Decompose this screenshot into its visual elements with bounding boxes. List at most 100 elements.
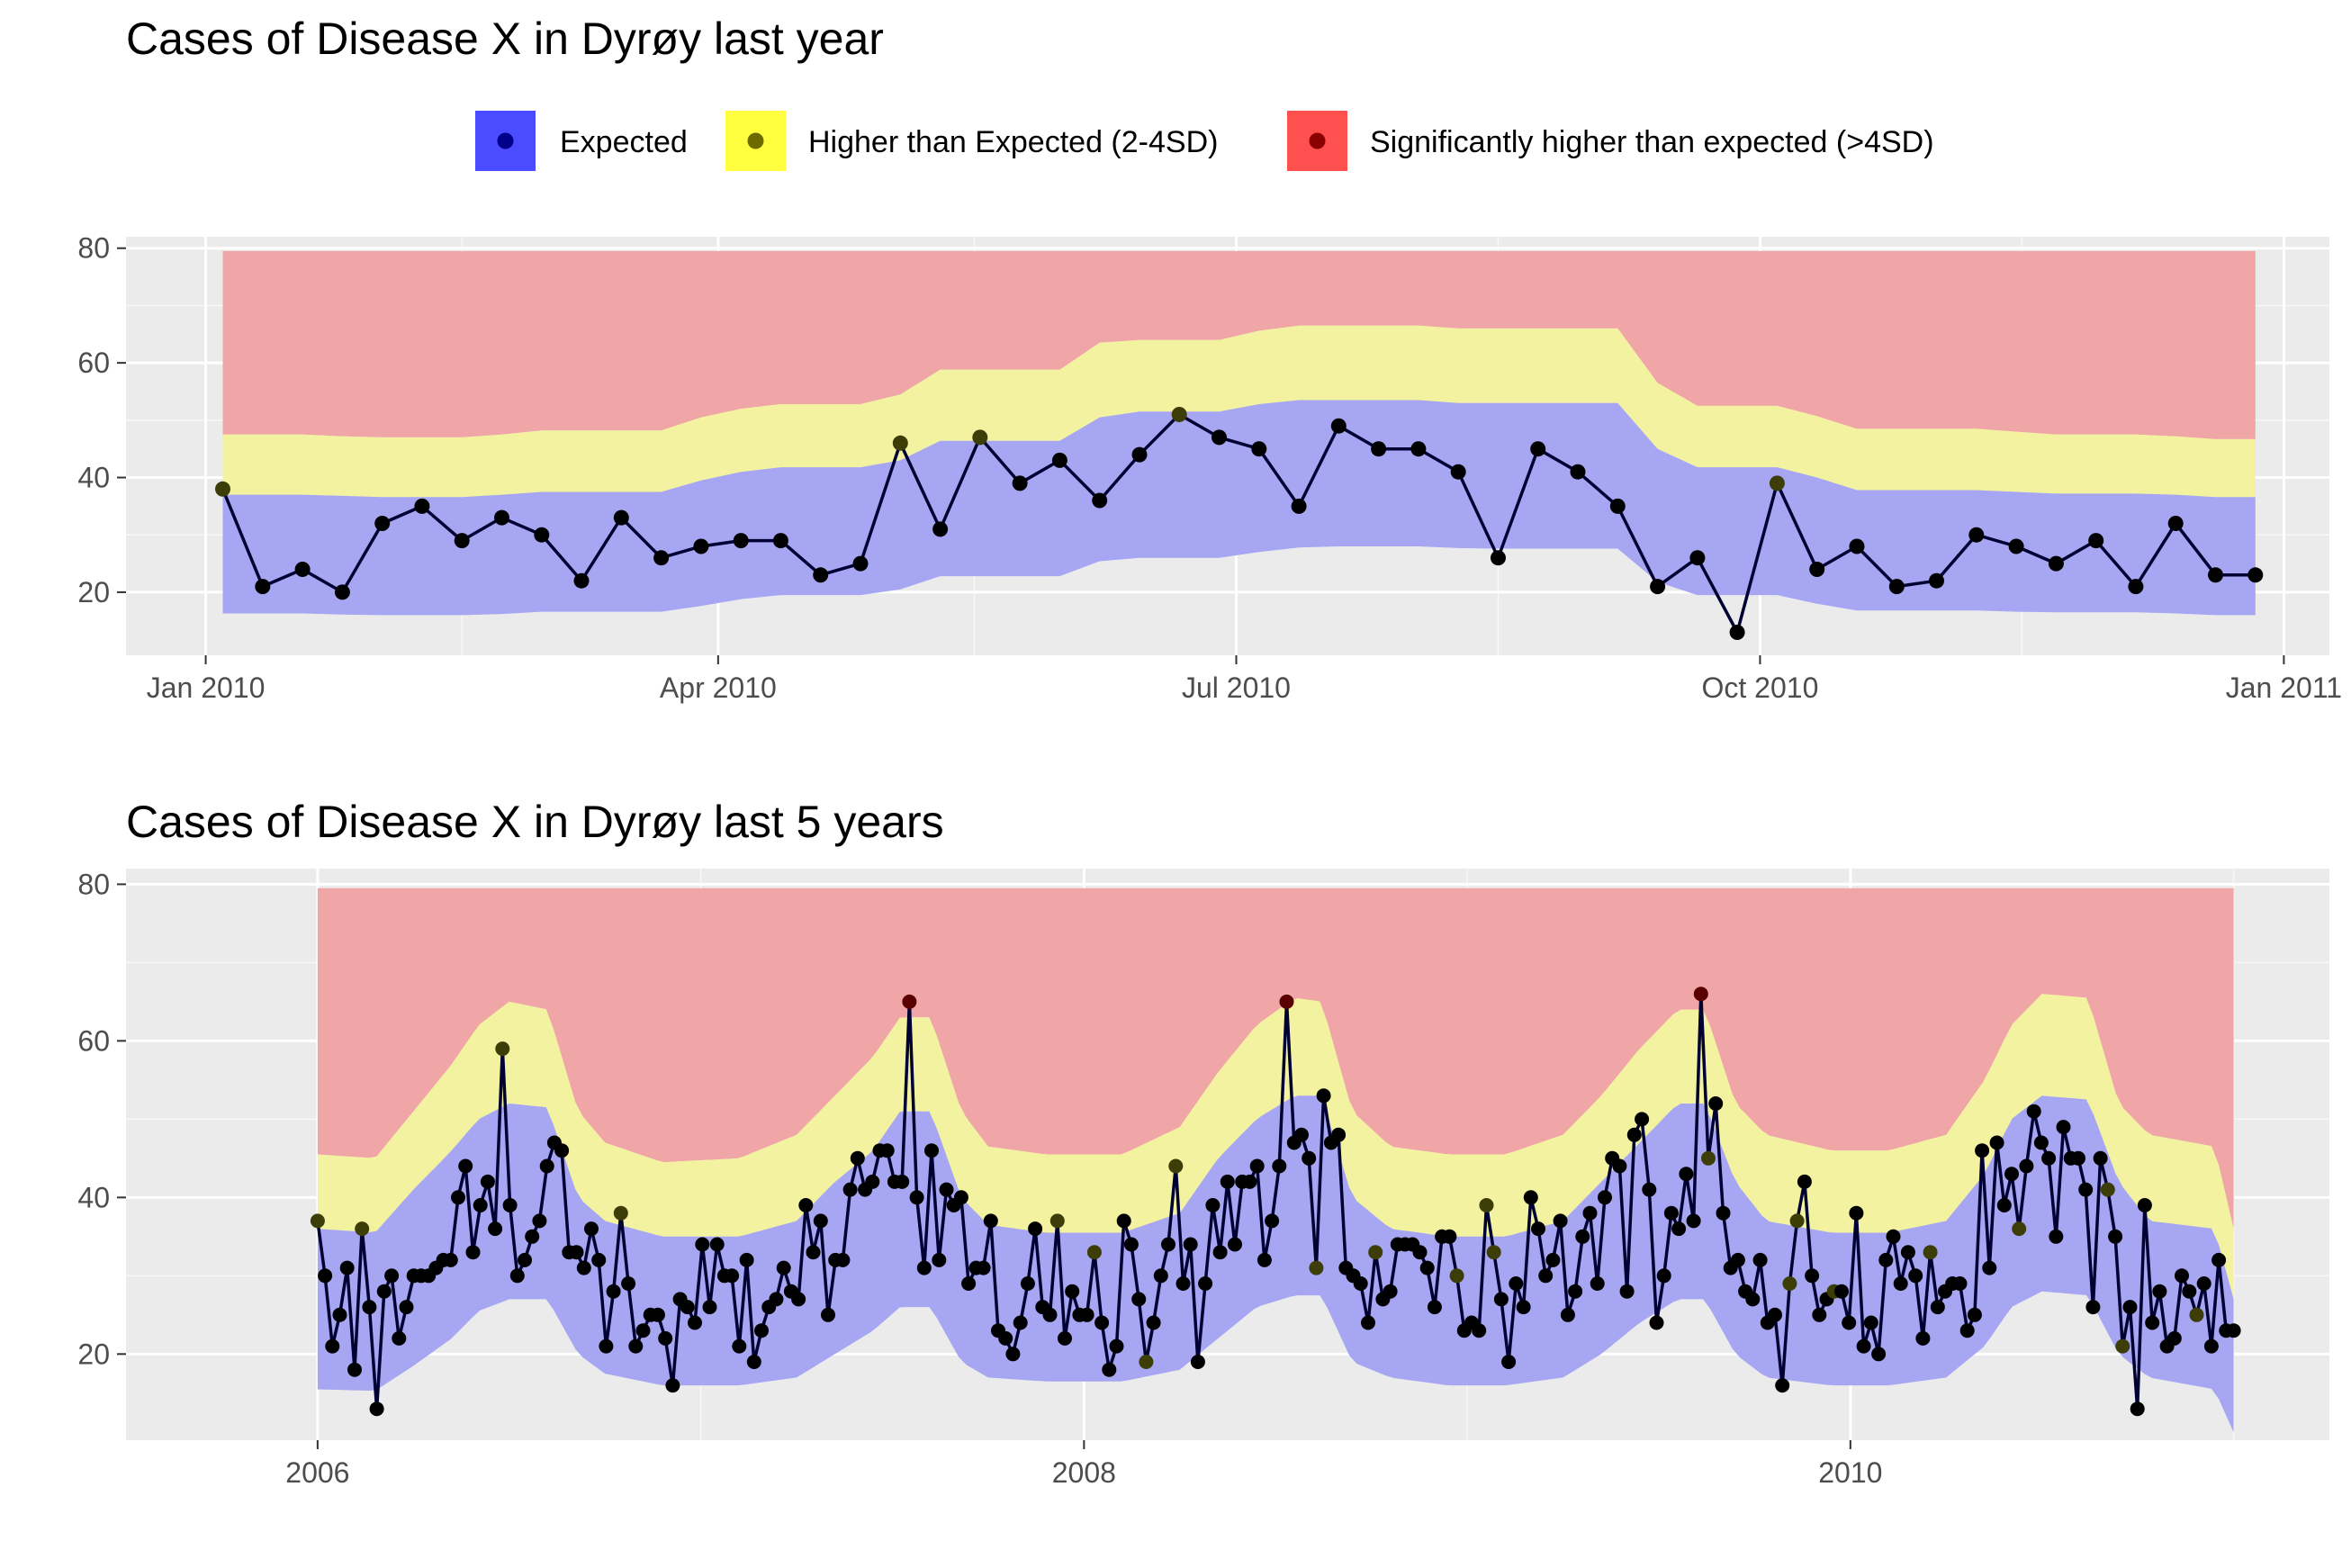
data-point <box>2137 1198 2152 1212</box>
data-point <box>1228 1237 1242 1252</box>
data-point <box>1412 1245 1428 1260</box>
data-point <box>1590 1276 1605 1291</box>
data-point <box>1775 1378 1790 1393</box>
data-point <box>1198 1276 1213 1291</box>
data-point <box>1900 1245 1915 1260</box>
data-point <box>458 1158 473 1174</box>
data-point <box>852 555 869 572</box>
data-point <box>1371 441 1387 457</box>
data-point <box>473 1198 488 1212</box>
data-point <box>1769 475 1785 491</box>
data-point <box>355 1221 370 1237</box>
data-point <box>1686 1213 1701 1229</box>
data-point <box>1530 441 1546 457</box>
data-point <box>1086 1245 1102 1260</box>
data-point <box>2019 1158 2034 1174</box>
data-point <box>584 1221 599 1237</box>
data-point <box>2012 1221 2027 1237</box>
y-tick-label: 20 <box>77 1338 110 1370</box>
data-point <box>791 1292 806 1307</box>
data-point <box>2071 1150 2085 1166</box>
data-point <box>635 1323 651 1338</box>
data-point <box>1545 1252 1561 1267</box>
data-point <box>653 550 670 566</box>
data-point <box>1560 1307 1575 1322</box>
data-point <box>1020 1276 1035 1291</box>
data-point <box>902 994 917 1009</box>
data-point <box>1642 1182 1657 1197</box>
data-point <box>1538 1268 1554 1284</box>
data-point <box>1509 1276 1524 1291</box>
data-point <box>1161 1237 1176 1252</box>
data-point <box>1109 1338 1124 1354</box>
data-point <box>769 1292 784 1307</box>
data-point <box>2182 1284 2197 1299</box>
x-tick-label: Jul 2010 <box>1182 671 1291 704</box>
data-point <box>1205 1198 1221 1212</box>
data-point <box>1968 527 1985 543</box>
data-point <box>376 1284 392 1299</box>
data-point <box>1220 1174 1235 1189</box>
data-point <box>2128 579 2144 595</box>
data-point <box>2093 1150 2108 1166</box>
data-point <box>1079 1307 1094 1322</box>
data-point <box>680 1300 695 1315</box>
data-point <box>1805 1268 1820 1284</box>
data-point <box>1131 446 1148 463</box>
data-point <box>1501 1355 1517 1369</box>
data-point <box>2130 1401 2145 1417</box>
data-point <box>318 1268 333 1284</box>
x-tick-label: 2006 <box>285 1456 349 1489</box>
data-point <box>2004 1167 2019 1182</box>
data-point <box>451 1190 465 1205</box>
series-line <box>221 412 2256 635</box>
x-tick-label: 2010 <box>1818 1456 1882 1489</box>
data-point <box>1316 1088 1331 1104</box>
data-point <box>2145 1315 2160 1330</box>
data-point <box>1679 1167 1694 1182</box>
data-point <box>1582 1205 1598 1221</box>
data-point <box>1893 1276 1908 1291</box>
data-point <box>2247 567 2264 583</box>
y-tick-label: 20 <box>77 576 110 608</box>
data-point <box>924 1143 939 1158</box>
data-point <box>754 1323 769 1338</box>
data-point <box>1797 1174 1812 1189</box>
data-point <box>1693 987 1708 1002</box>
data-point <box>628 1338 644 1354</box>
data-point <box>1291 498 1307 514</box>
data-point <box>1863 1315 1878 1330</box>
data-point <box>414 498 430 514</box>
data-point <box>1886 1229 1901 1244</box>
data-point <box>1959 1323 1975 1338</box>
data-point <box>1716 1205 1731 1221</box>
data-point <box>1967 1307 1982 1322</box>
data-point <box>502 1198 518 1212</box>
data-point <box>953 1190 968 1205</box>
data-point <box>892 435 908 451</box>
data-point <box>972 429 988 446</box>
data-point <box>842 1182 858 1197</box>
data-point <box>1553 1213 1568 1229</box>
data-point <box>1952 1276 1968 1291</box>
data-point <box>813 567 829 583</box>
data-point <box>334 584 350 600</box>
x-tick-label: Jan 2011 <box>2226 671 2342 704</box>
data-point <box>443 1252 458 1267</box>
data-point <box>1309 1260 1324 1275</box>
data-point <box>525 1229 540 1244</box>
data-point <box>1302 1150 1317 1166</box>
data-point <box>1449 1268 1464 1284</box>
data-point <box>2056 1120 2071 1135</box>
data-point <box>1878 1252 1894 1267</box>
data-point <box>399 1300 414 1315</box>
data-point <box>1888 579 1905 595</box>
data-point <box>1190 1355 1205 1369</box>
data-point <box>1176 1276 1191 1291</box>
data-point <box>1442 1229 1457 1244</box>
data-point <box>2152 1284 2167 1299</box>
data-point <box>806 1245 821 1260</box>
data-point <box>2189 1307 2204 1322</box>
data-point <box>1065 1284 1080 1299</box>
legend-label-expected: Expected <box>560 125 688 159</box>
